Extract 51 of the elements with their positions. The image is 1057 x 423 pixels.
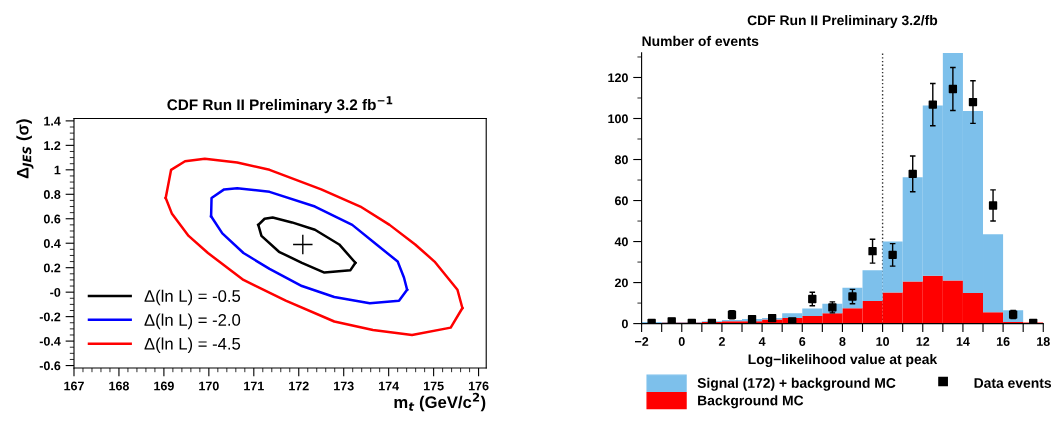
x-tick-label: 175 <box>423 381 444 391</box>
x-tick-label: 4 <box>758 337 766 346</box>
x-axis-title: Log−likelihood value at peak <box>748 354 938 368</box>
x-tick-label: 171 <box>244 381 264 391</box>
y-tick-label: 80 <box>614 155 628 165</box>
y-tick-label: 120 <box>608 73 628 83</box>
y-tick-label: 0.4 <box>43 239 61 248</box>
legend-label: Background MC <box>698 395 804 409</box>
x-tick-label: 0 <box>678 337 685 346</box>
x-tick-label: 170 <box>199 381 219 391</box>
x-tick-label: 16 <box>996 337 1010 346</box>
x-tick-label: 2 <box>718 337 725 346</box>
y-tick-label: -0 <box>50 287 61 297</box>
x-tick-label: 169 <box>154 381 174 391</box>
y-tick-label: 60 <box>614 196 628 206</box>
y-tick-label: 0.6 <box>43 214 61 224</box>
x-tick-label: 176 <box>468 381 489 391</box>
x-tick-label: 8 <box>839 337 846 346</box>
legend-label: Δ(ln L) = -4.5 <box>144 337 241 353</box>
y-tick-label: 0 <box>621 319 628 329</box>
x-tick-label: 172 <box>289 381 309 391</box>
y-tick-label: 20 <box>614 278 628 288</box>
chart-title: CDF Run II Preliminary 3.2 fb$^{−1}$ <box>167 96 393 114</box>
y-tick-label: -0.2 <box>39 312 61 322</box>
x-tick-label: 10 <box>876 337 890 346</box>
y-tick-label: 0.8 <box>43 190 61 199</box>
y-tick-label: -0.6 <box>39 361 61 371</box>
legend-label: Signal (172) + background MC <box>697 377 896 391</box>
y-tick-label: 40 <box>614 237 628 247</box>
legend-label: Data events <box>974 378 1052 388</box>
x-tick-label: 6 <box>799 337 806 346</box>
y-axis-title: Δ$_{JES}$ (σ) <box>16 119 34 179</box>
y-tick-label: 1 <box>54 165 61 175</box>
y-tick-label: 0.2 <box>43 263 61 273</box>
y-tick-label: -0.4 <box>39 336 61 346</box>
x-tick-label: 14 <box>956 337 970 346</box>
x-tick-label: 174 <box>379 381 400 391</box>
legend-label: Δ(ln L) = -0.5 <box>144 289 241 306</box>
y-tick-label: 1.2 <box>44 141 61 150</box>
x-tick-label: 167 <box>64 381 84 391</box>
x-tick-label: 18 <box>1037 337 1050 346</box>
x-tick-label: 168 <box>109 381 129 391</box>
x-tick-label: 173 <box>334 381 354 391</box>
legend-label: Δ(ln L) = -2.0 <box>144 313 241 330</box>
y-axis-title: Number of events <box>642 35 759 47</box>
y-tick-label: 100 <box>608 114 628 124</box>
chart-title: CDF Run II Preliminary 3.2/fb <box>747 15 938 28</box>
x-tick-label: 12 <box>916 337 930 346</box>
y-tick-label: 1.4 <box>44 116 61 126</box>
x-axis-title: m$_{t}$ (GeV/c$^{2}$) <box>394 392 486 412</box>
x-tick-label: −2 <box>634 337 649 346</box>
